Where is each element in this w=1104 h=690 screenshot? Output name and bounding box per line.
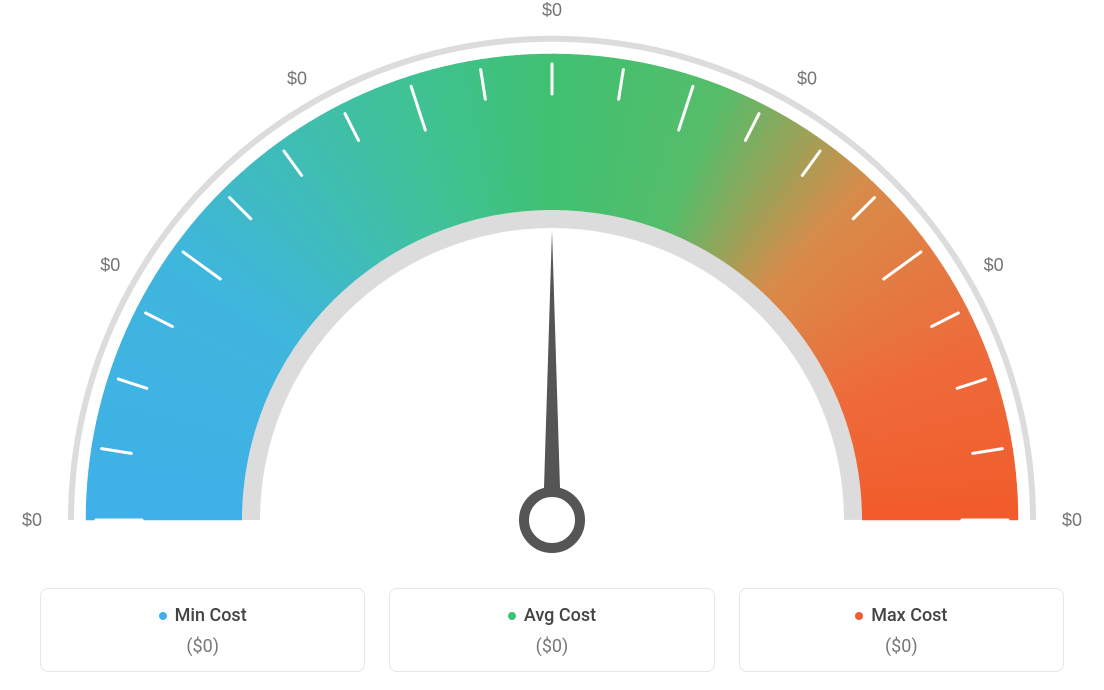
gauge-scale-label: $0 (542, 0, 562, 20)
legend-label-avg: Avg Cost (524, 605, 596, 626)
legend-value-max: ($0) (750, 636, 1053, 657)
gauge-scale-label: $0 (1062, 510, 1082, 530)
gauge-scale-label: $0 (984, 255, 1004, 275)
legend-title-avg: Avg Cost (508, 605, 596, 626)
gauge-scale-label: $0 (22, 510, 42, 530)
legend-value-min: ($0) (51, 636, 354, 657)
legend-dot-max (855, 612, 863, 620)
legend-row: Min Cost ($0) Avg Cost ($0) Max Cost ($0… (40, 588, 1064, 673)
legend-title-min: Min Cost (159, 605, 247, 626)
legend-label-max: Max Cost (871, 605, 947, 626)
legend-box-min: Min Cost ($0) (40, 588, 365, 673)
gauge-area: $0 $0 $0 $0 $0 $0 $0 (0, 0, 1104, 560)
gauge-needle-hub (524, 492, 580, 548)
gauge-scale-label: $0 (287, 68, 307, 88)
legend-box-avg: Avg Cost ($0) (389, 588, 714, 673)
gauge-scale-label: $0 (797, 68, 817, 88)
gauge-scale-label: $0 (100, 255, 120, 275)
gauge-svg: $0 $0 $0 $0 $0 $0 $0 (0, 0, 1104, 560)
legend-title-max: Max Cost (855, 605, 947, 626)
legend-dot-avg (508, 612, 516, 620)
gauge-needle (543, 230, 561, 520)
legend-box-max: Max Cost ($0) (739, 588, 1064, 673)
legend-dot-min (159, 612, 167, 620)
cost-gauge-chart: $0 $0 $0 $0 $0 $0 $0 Min Cost ($0) Avg Cost ($… (0, 0, 1104, 690)
legend-value-avg: ($0) (400, 636, 703, 657)
legend-label-min: Min Cost (175, 605, 247, 626)
